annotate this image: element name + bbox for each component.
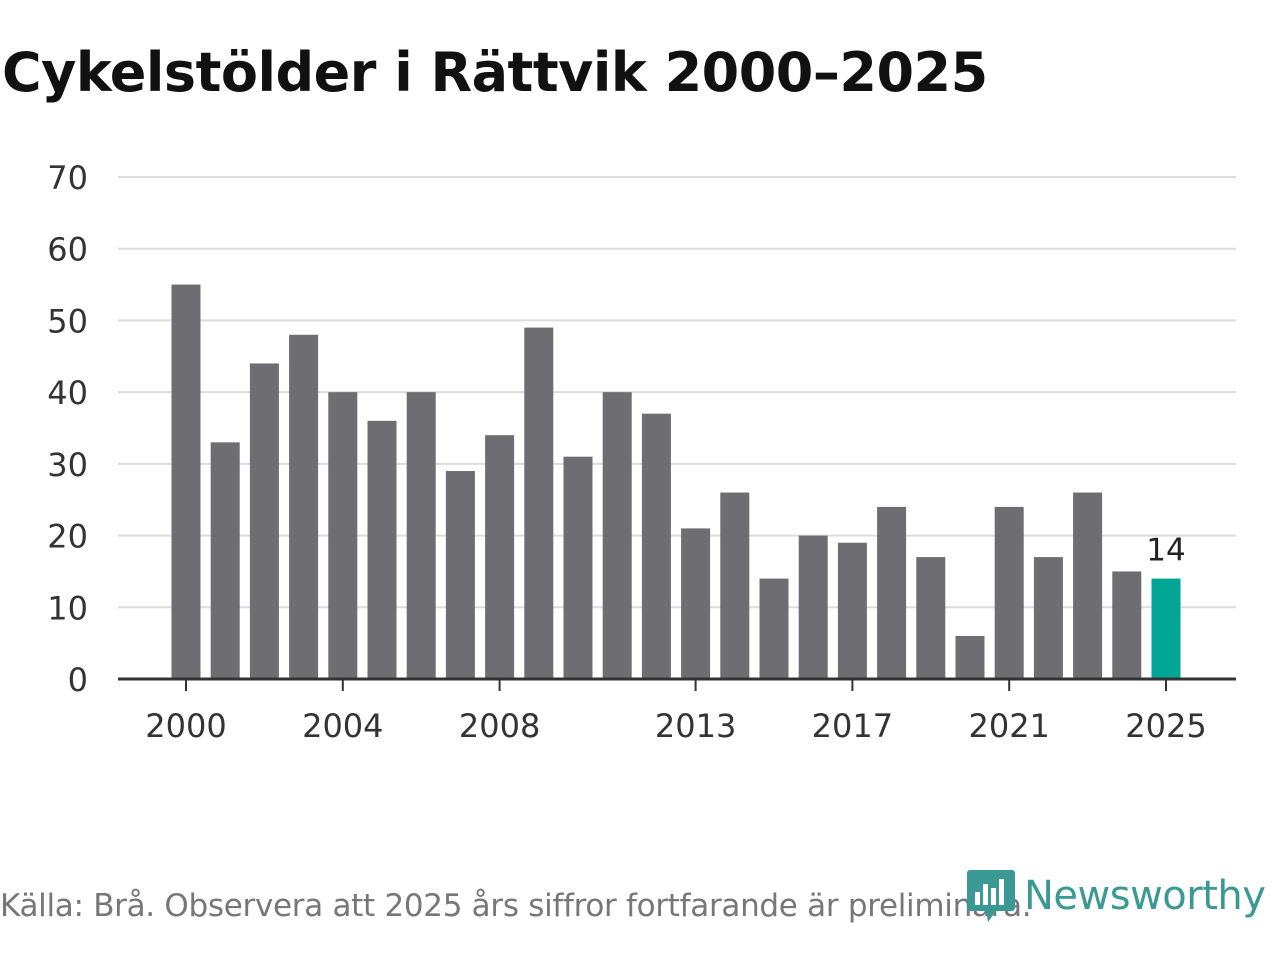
data-label-2025: 14 [1146,533,1185,569]
x-tick-label-2013: 2013 [655,707,736,745]
data-labels: 14 [1146,533,1185,569]
bar-2023 [1073,492,1103,679]
bar-chart-logo-icon [967,870,1015,922]
bar-chart: 0 10 20 30 40 50 60 70 2000 2004 2008 2013 2017 2021… [47,159,1236,745]
x-tick-label-2000: 2000 [145,707,226,745]
x-axis [118,677,1236,691]
bar-2002 [249,363,279,679]
bar-2008 [485,435,515,679]
y-tick-label-20: 20 [47,518,88,556]
y-axis-tick-labels: 0 10 20 30 40 50 60 70 [47,159,88,699]
bar-2000 [171,284,201,679]
bar-2013 [681,528,711,679]
bar-2024 [1112,571,1142,679]
bar-2003 [289,334,319,679]
x-tick-label-2004: 2004 [302,707,383,745]
bar-2007 [445,471,475,679]
chart-title: Cykelstölder i Rättvik 2000–2025 [2,41,988,104]
bar-2005 [367,420,397,679]
source-note: Källa: Brå. Observera att 2025 års siffr… [0,888,1032,924]
bar-2022 [1033,557,1063,679]
x-tick-label-2021: 2021 [968,707,1049,745]
newsworthy-logo: Newsworthy [966,866,1266,926]
bar-2017 [837,542,867,679]
x-tick-label-2017: 2017 [812,707,893,745]
x-tick-label-2025: 2025 [1125,707,1206,745]
y-tick-label-50: 50 [47,302,88,340]
brand-name: Newsworthy [1024,873,1266,919]
bars [171,284,1181,679]
bar-2019 [916,557,946,679]
y-tick-label-70: 70 [47,159,88,197]
bar-2016 [798,535,828,679]
y-tick-label-40: 40 [47,374,88,412]
bar-2011 [602,392,632,679]
x-axis-tick-labels: 2000 2004 2008 2013 2017 2021 2025 [145,707,1206,745]
bar-2001 [210,442,240,679]
bar-2020 [955,635,985,679]
y-tick-label-10: 10 [47,589,88,627]
bar-2018 [877,506,907,679]
bar-2004 [328,392,358,679]
bar-2012 [641,413,671,679]
y-tick-label-60: 60 [47,231,88,269]
bar-2025 [1151,578,1181,679]
bar-2021 [994,506,1024,679]
bar-2015 [759,578,789,679]
y-tick-label-0: 0 [68,661,88,699]
bar-2014 [720,492,750,679]
grid-lines [118,176,1236,609]
x-tick-label-2008: 2008 [459,707,540,745]
bar-2010 [563,456,593,679]
bar-2006 [406,392,436,679]
bar-2009 [524,327,554,679]
y-tick-label-30: 30 [47,446,88,484]
